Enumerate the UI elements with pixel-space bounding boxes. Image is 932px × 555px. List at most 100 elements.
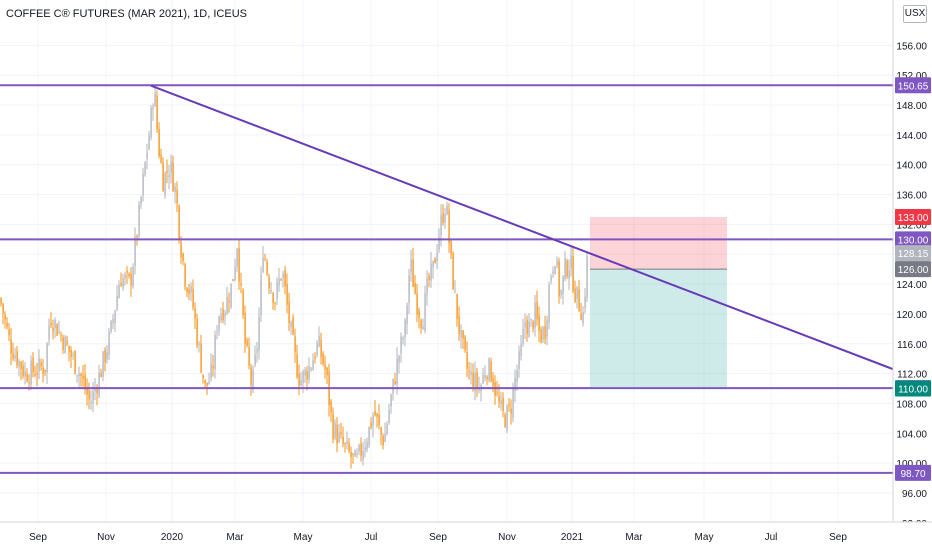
candle-body [326, 367, 328, 376]
candle-body [136, 236, 138, 238]
candle-body [94, 388, 96, 392]
candle-body [238, 248, 240, 282]
time-tick-label: 2020 [161, 532, 184, 543]
candle-body [298, 374, 300, 386]
candle-body [338, 432, 340, 442]
candle-body [78, 373, 80, 377]
candle-body [524, 322, 526, 328]
candle-body [140, 197, 142, 205]
candle-body [240, 283, 242, 286]
time-tick-label: May [294, 532, 313, 543]
candle-body [232, 279, 234, 281]
candle-body [556, 260, 558, 266]
candle-body [352, 453, 354, 455]
candle-body [66, 340, 68, 345]
candle-body [366, 442, 368, 450]
candle-body [50, 322, 52, 325]
candle-body [196, 318, 198, 346]
candle-body [456, 294, 458, 319]
time-tick-label: 2021 [561, 532, 584, 543]
candle-body [452, 252, 454, 290]
candle-body [520, 344, 522, 356]
candle-body [320, 339, 322, 357]
candle-body [262, 257, 264, 273]
candle-body [368, 426, 370, 446]
candle-body [404, 319, 406, 338]
candle-body [438, 237, 440, 250]
price-badge-label: 110.00 [898, 385, 928, 396]
candle-body [322, 353, 324, 365]
candle-body [488, 358, 490, 381]
candle-body [414, 282, 416, 294]
price-tick-label: 148.00 [896, 101, 927, 112]
candle-body [116, 295, 118, 311]
candle-body [432, 260, 434, 268]
candle-body [560, 290, 562, 295]
candle-body [416, 293, 418, 315]
candle-body [292, 317, 294, 335]
candle-body [314, 356, 316, 359]
candle-body [342, 436, 344, 444]
candle-body [516, 370, 518, 382]
candle-body [224, 312, 226, 317]
currency-button[interactable]: USX [903, 5, 927, 23]
candle-body [364, 446, 366, 451]
candle-body [382, 435, 384, 446]
time-tick-label: Jul [765, 532, 778, 543]
candle-body [126, 270, 128, 273]
candle-body [386, 424, 388, 434]
price-tick-label: 96.00 [902, 489, 927, 500]
candle-body [124, 274, 126, 279]
candle-body [546, 319, 548, 337]
candle-body [462, 330, 464, 339]
candle-body [62, 337, 64, 351]
candle-body [336, 424, 338, 444]
candle-body [230, 283, 232, 307]
candle-body [356, 453, 358, 455]
candle-body [28, 382, 30, 384]
candle-body [114, 310, 116, 324]
candle-body [508, 404, 510, 406]
candle-body [340, 432, 342, 434]
candle-body [16, 351, 18, 366]
candle-body [4, 314, 6, 320]
candle-body [164, 172, 166, 196]
candle-body [192, 288, 194, 308]
candle-body [56, 324, 58, 336]
candle-body [312, 360, 314, 371]
candle-body [96, 389, 98, 394]
candle-body [534, 302, 536, 328]
candle-body [294, 336, 296, 352]
time-tick-label: Jul [365, 532, 378, 543]
candle-body [214, 335, 216, 370]
time-tick-label: Sep [429, 532, 447, 543]
candle-body [376, 413, 378, 418]
candle-body [540, 329, 542, 343]
candle-body [576, 286, 578, 299]
candle-body [236, 248, 238, 267]
candle-body [372, 415, 374, 426]
candle-body [26, 373, 28, 382]
candle-body [36, 373, 38, 375]
candle-body [250, 367, 252, 385]
candle-body [64, 336, 66, 354]
candle-body [542, 327, 544, 340]
candle-body [502, 397, 504, 412]
candle-body [42, 367, 44, 374]
candle-body [394, 380, 396, 385]
candle-body [184, 264, 186, 287]
price-badge [895, 208, 931, 225]
candle-body [190, 286, 192, 293]
price-tick-label: 116.00 [897, 340, 927, 351]
candle-body [304, 369, 306, 376]
candle-body [166, 171, 168, 173]
candle-body [154, 92, 156, 107]
candle-body [122, 278, 124, 289]
candle-body [552, 271, 554, 274]
candle-body [244, 312, 246, 344]
price-tick-label: 104.00 [896, 429, 927, 440]
candle-body [506, 405, 508, 431]
candle-body [40, 362, 42, 367]
